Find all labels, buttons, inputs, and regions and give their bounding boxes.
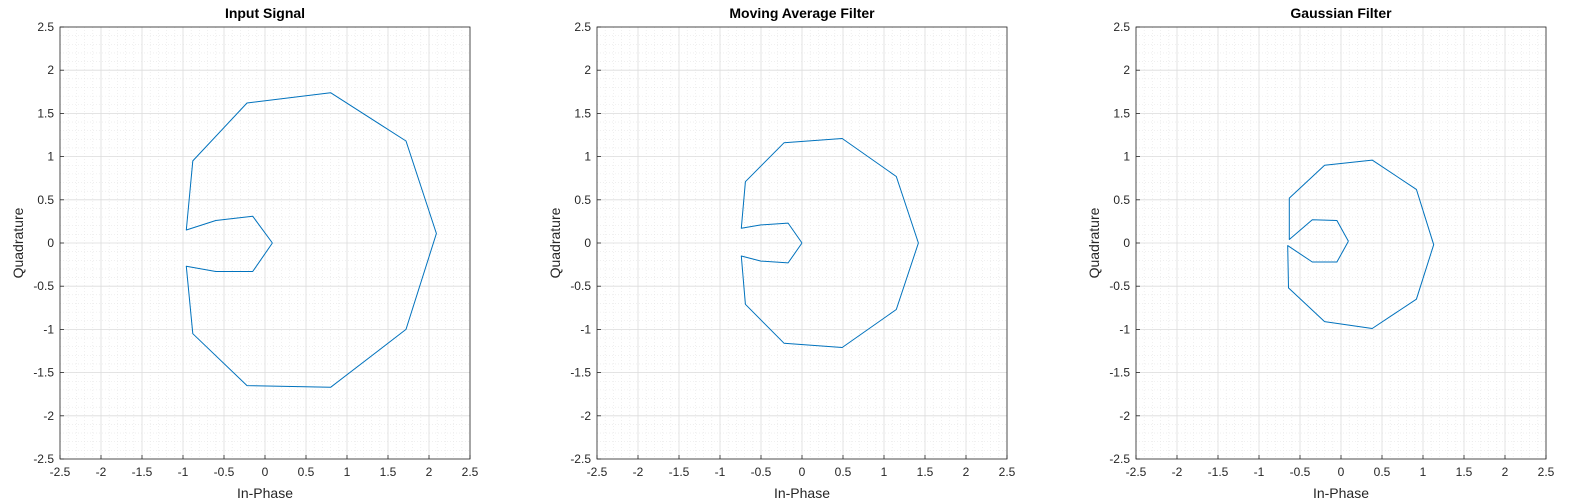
y-axis-label: Quadrature	[547, 207, 563, 278]
y-tick-label: 2	[47, 63, 54, 77]
x-tick-label: -1	[1254, 465, 1265, 479]
chart-title: Gaussian Filter	[1290, 5, 1392, 21]
y-tick-label: 0.5	[37, 193, 54, 207]
x-tick-label: -2	[1172, 465, 1183, 479]
y-tick-label: -2.5	[33, 452, 54, 466]
x-tick-label: -2.5	[587, 465, 608, 479]
y-tick-label: 1.5	[574, 106, 591, 120]
x-tick-label: 0	[1338, 465, 1345, 479]
subplot-3: -2.5 -2 -1.5 -1 -0.5 0 0.5 1 1.5 2 2.5 -2.5 -2 -1.5 -1…	[1086, 5, 1555, 501]
x-tick-label: -1	[178, 465, 189, 479]
x-tick-label: 2.5	[999, 465, 1016, 479]
y-tick-label: 0	[47, 236, 54, 250]
x-tick-label: 0.5	[298, 465, 315, 479]
subplot-2: -2.5 -2 -1.5 -1 -0.5 0 0.5 1 1.5 2 2.5 -2.5 -2 -1.5 -1…	[547, 5, 1016, 501]
x-axis-label: In-Phase	[237, 485, 293, 501]
x-tick-label: 1.5	[380, 465, 397, 479]
x-axis-label: In-Phase	[1313, 485, 1369, 501]
y-axis-label: Quadrature	[10, 207, 26, 278]
y-tick-label: 1	[584, 150, 591, 164]
y-tick-label: -1	[43, 322, 54, 336]
y-tick-label: 2.5	[574, 20, 591, 34]
x-tick-label: -1.5	[1208, 465, 1229, 479]
y-tick-label: -2	[580, 409, 591, 423]
x-tick-label: -2.5	[1126, 465, 1147, 479]
x-tick-label: -1.5	[669, 465, 690, 479]
x-tick-label: 2	[1502, 465, 1509, 479]
x-tick-label: -1	[715, 465, 726, 479]
y-tick-label: 2.5	[37, 20, 54, 34]
chart-title: Input Signal	[225, 5, 305, 21]
y-tick-label: -2	[1119, 409, 1130, 423]
y-tick-label: 1	[47, 150, 54, 164]
x-tick-label: 2.5	[462, 465, 479, 479]
y-tick-label: 1	[1123, 150, 1130, 164]
y-tick-label: 1.5	[37, 106, 54, 120]
subplot-1: -2.5 -2 -1.5 -1 -0.5 0 0.5 1 1.5 2 2.5 -2.5 -2 -1.5 -1…	[10, 5, 479, 501]
x-tick-label: -0.5	[214, 465, 235, 479]
series-line-1	[185, 92, 437, 388]
x-tick-label: 1.5	[1456, 465, 1473, 479]
x-tick-label: -2	[96, 465, 107, 479]
x-tick-label: 0.5	[835, 465, 852, 479]
x-tick-label: 2	[963, 465, 970, 479]
x-tick-label: 2.5	[1538, 465, 1555, 479]
axes-frame	[59, 26, 471, 460]
axes-frame	[1135, 26, 1547, 460]
x-tick-label: 0	[799, 465, 806, 479]
y-tick-label: -1	[1119, 322, 1130, 336]
y-tick-label: 0	[1123, 236, 1130, 250]
x-tick-label: 0	[262, 465, 269, 479]
y-axis-label: Quadrature	[1086, 207, 1102, 278]
y-tick-label: 2	[584, 63, 591, 77]
series-line-1	[740, 138, 919, 348]
x-tick-label: -1.5	[132, 465, 153, 479]
y-tick-label: -1.5	[570, 366, 591, 380]
x-tick-label: 1	[344, 465, 351, 479]
x-axis-label: In-Phase	[774, 485, 830, 501]
y-tick-label: 0	[584, 236, 591, 250]
y-tick-label: -2	[43, 409, 54, 423]
x-tick-label: -0.5	[751, 465, 772, 479]
x-tick-label: 1	[881, 465, 888, 479]
y-tick-label: -2.5	[1109, 452, 1130, 466]
chart-title: Moving Average Filter	[729, 5, 875, 21]
x-tick-label: -0.5	[1290, 465, 1311, 479]
y-tick-label: 0.5	[1113, 193, 1130, 207]
series-line-1	[1287, 159, 1435, 329]
y-tick-label: -1.5	[33, 366, 54, 380]
y-tick-label: -0.5	[570, 279, 591, 293]
y-tick-label: 2	[1123, 63, 1130, 77]
x-tick-label: 0.5	[1374, 465, 1391, 479]
x-tick-label: -2	[633, 465, 644, 479]
x-tick-label: -2.5	[50, 465, 71, 479]
y-tick-label: -0.5	[1109, 279, 1130, 293]
y-tick-label: -2.5	[570, 452, 591, 466]
x-tick-label: 1.5	[917, 465, 934, 479]
x-tick-label: 2	[426, 465, 433, 479]
y-tick-label: 2.5	[1113, 20, 1130, 34]
y-tick-label: 0.5	[574, 193, 591, 207]
y-tick-label: 1.5	[1113, 106, 1130, 120]
y-tick-label: -0.5	[33, 279, 54, 293]
y-tick-label: -1.5	[1109, 366, 1130, 380]
y-tick-label: -1	[580, 322, 591, 336]
axes-frame	[596, 26, 1008, 460]
x-tick-label: 1	[1420, 465, 1427, 479]
